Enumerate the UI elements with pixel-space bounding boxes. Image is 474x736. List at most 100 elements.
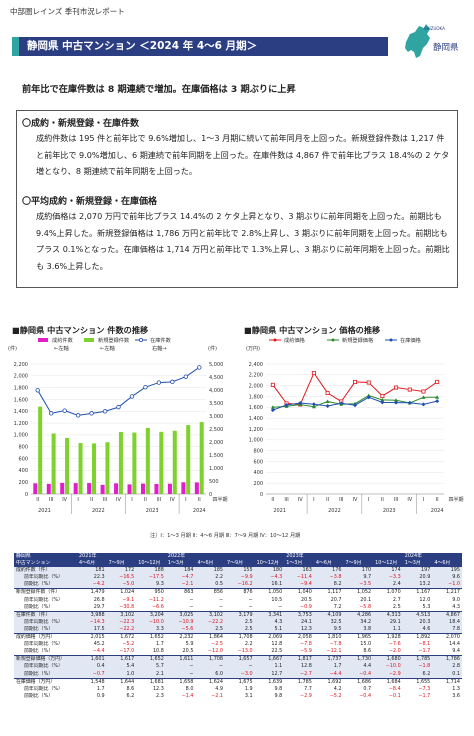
table-row: 前期比（%） −4.2 −5.0 9.3 −2.1 0.5 −16.2 16.1 −9.4 8.2… [14, 581, 462, 589]
table-row: 前期比（%） 0.9 6.2 2.3 −1.4 −2.1 3.1 9.8 −2.9 −5.2 −0.… [14, 693, 462, 700]
table-cell: 1.0 [106, 670, 137, 679]
table-row-label: 前期比（%） [24, 648, 54, 655]
table-year-header: 2024年 [402, 553, 462, 561]
table-period-header: 4～6月 [77, 560, 107, 568]
table-cell: 1,686 [343, 677, 374, 686]
table-cell: 876 [225, 588, 255, 597]
y-right-tick-label: 0 [209, 492, 212, 498]
point-inventory-count [35, 388, 40, 393]
table-cell: 34.2 [343, 618, 374, 626]
table-cell: −1.8 [402, 663, 433, 671]
point-inventory-count [102, 409, 108, 414]
table-cell: 1,624 [195, 677, 226, 686]
y-tick-label: 600 [253, 459, 263, 465]
table-cell: 1,479 [77, 588, 107, 597]
table-cell: 155 [225, 567, 255, 575]
x-tick-label: II [198, 497, 201, 503]
x-tick-label: III [49, 497, 53, 503]
table-cell: −8.4 [388, 685, 401, 692]
bar-contract-count [100, 484, 105, 494]
y-tick-label: 2,000 [14, 374, 28, 380]
table-cell: 856 [195, 588, 226, 597]
table-cell: −10.9 [165, 618, 196, 626]
table-cell: − [195, 663, 226, 671]
point-inventory-count [183, 374, 189, 379]
table-cell: −1.0 [432, 581, 462, 589]
table-cell: 2.5 [195, 625, 226, 634]
table-row-label: 成約件数（件） [14, 567, 77, 575]
point-inventory-price [407, 400, 412, 405]
y-tick-label: 1,000 [14, 433, 28, 439]
table-cell: 2,232 [165, 633, 196, 642]
table-cell: 1,617 [106, 655, 137, 664]
table-cell: −2.5 [211, 641, 224, 648]
table-cell: 1.3 [452, 685, 460, 692]
y-right-tick-label: 3,500 [209, 401, 223, 407]
table-cell: 1,024 [106, 588, 137, 597]
x-tick-label: I [77, 497, 78, 503]
table-cell: 3.1 [244, 692, 253, 699]
x-tick-label: III [394, 497, 398, 503]
point-new-listing-price [435, 395, 440, 399]
table-cell: 174 [373, 567, 403, 575]
table-cell: 1,675 [225, 677, 255, 686]
point-inventory-count [129, 394, 135, 399]
bar-contract-count [154, 483, 159, 494]
table-cell: 1,864 [195, 633, 226, 642]
table-cell: 17.5 [77, 625, 107, 634]
table-cell: 15.0 [360, 641, 372, 648]
table-cell: 1,070 [373, 588, 403, 597]
table-cell: −2.9 [373, 670, 403, 679]
table-row: 前年同期比（%） 22.3 −16.5 −17.5 −4.7 2.2 −9.9 −4.3 −11… [14, 574, 462, 582]
table-cell: 0.9 [96, 692, 105, 699]
table-row-label: 前年同期比（%） [14, 618, 77, 626]
table-cell: 8.0 [185, 685, 194, 692]
table-row-label: 前年同期比（%） [24, 596, 63, 603]
table-cell: 4,286 [343, 610, 374, 619]
table-cell: −5.9 [299, 648, 312, 655]
table-cell: −12.1 [326, 648, 342, 655]
table-cell: 2.5 [392, 603, 401, 610]
table-cell: 1,928 [373, 633, 403, 642]
table-cell: 4.2 [333, 685, 342, 692]
y-tick-label: 1,400 [249, 416, 263, 422]
legend-label: 在庫価格 [400, 336, 422, 344]
y-right-tick-label: 1,500 [209, 453, 223, 459]
table-cell: −22.3 [106, 618, 137, 626]
x-axis-label: 四半期 [448, 496, 463, 503]
table-cell: 1,730 [343, 655, 374, 664]
table-row-label: 前期比（%） [24, 692, 54, 699]
table-cell: 0.5 [195, 581, 226, 589]
table-cell: −17.5 [136, 574, 166, 582]
section-body-prices: 成約価格は 2,070 万円で前年比プラス 14.4%の 2 ケタ上昇となり、3… [36, 211, 450, 272]
point-inventory-price [284, 402, 289, 407]
table-row: 成約価格（万円） 2,015 1,672 1,652 2,232 1,864 1,708 2,… [14, 633, 462, 642]
legend-marker [273, 338, 277, 342]
table-cell: 1.7 [313, 663, 344, 671]
y-tick-label: 2,200 [14, 362, 28, 368]
table-cell: 3,179 [225, 610, 255, 619]
count-chart-title: ■静岡県 中古マンション 件数の推移 [12, 325, 149, 335]
table-row: 在庫件数（件） 3,988 3,102 3,204 3,025 3,102 3,179 3,3… [14, 610, 462, 619]
table-cell: − [218, 603, 224, 610]
shizuoka-map-icon: SHIZUOKA 静岡県 [405, 24, 459, 58]
table-cell: 9.3 [136, 581, 166, 589]
table-cell: 2.7 [392, 596, 401, 603]
table-cell: − [165, 670, 196, 679]
table-period-header: 1～3月 [284, 560, 314, 568]
point-inventory-count [48, 411, 54, 416]
table-cell: 1.1 [373, 625, 403, 634]
point-contract-price [394, 385, 399, 390]
table-cell: 2,015 [77, 633, 107, 642]
table-cell: 2,070 [432, 633, 462, 642]
table-cell: −7.3 [418, 685, 431, 692]
x-tick-label: I [368, 497, 369, 503]
table-cell: −16.5 [106, 574, 137, 582]
point-inventory-price [394, 400, 399, 405]
table-cell: −2.1 [211, 692, 224, 699]
table-row-label: 新規登録件数（件） [14, 588, 77, 597]
table-row: 前期比（%） 29.7 −30.8 −6.6 − − − − −0.9 7.2 −5.8 2.5 5.3… [14, 604, 462, 612]
table-row-label: 前期比（%） [24, 603, 54, 610]
table-cell: 950 [136, 588, 166, 597]
report-title-banner: 静岡県 中古マンション ＜2024 年 4～6 月期＞ [12, 37, 388, 56]
